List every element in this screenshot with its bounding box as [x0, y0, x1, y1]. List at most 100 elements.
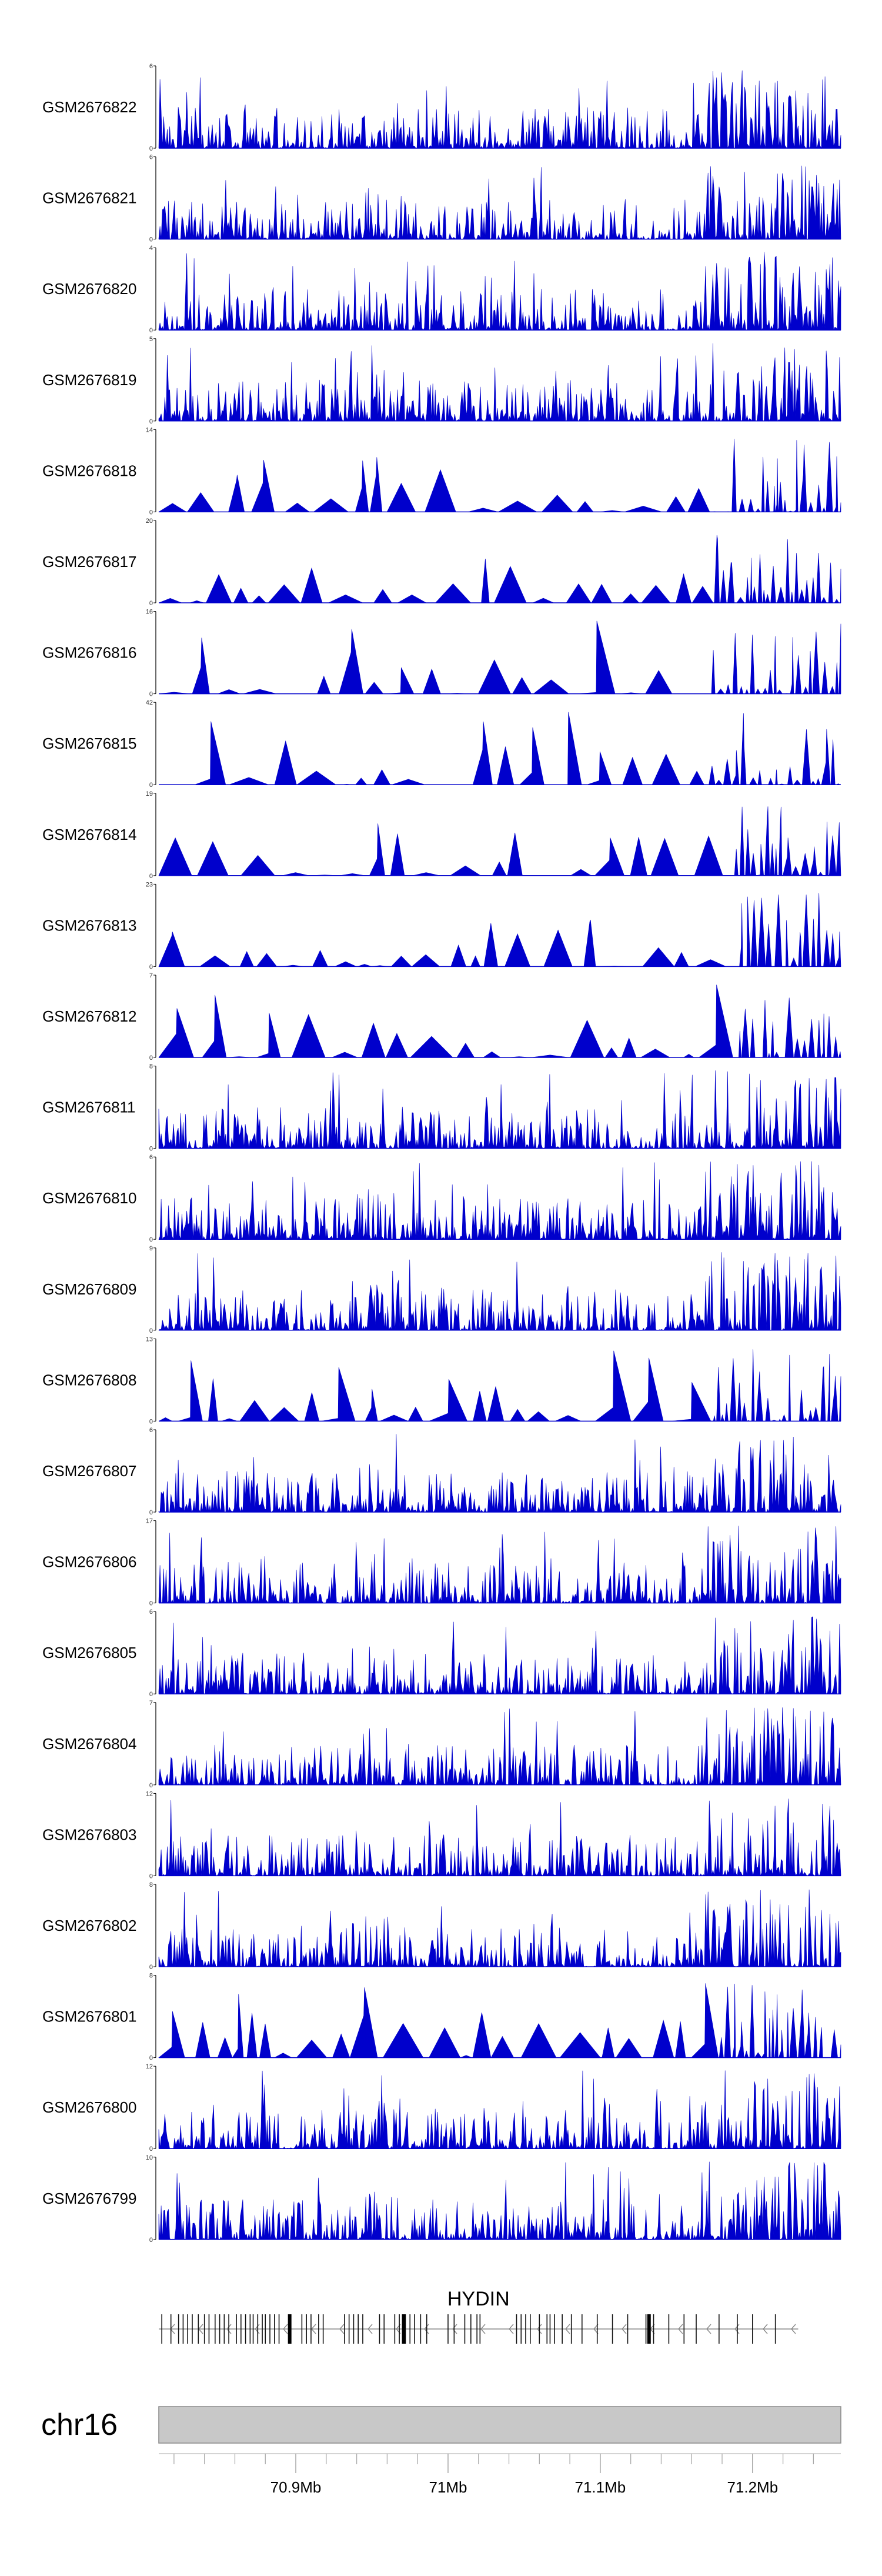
coverage-track: GSM2676811 8 0: [42, 1063, 841, 1153]
y-max-label: 14: [146, 426, 153, 433]
y-max-label: 6: [149, 154, 153, 161]
coverage-track: GSM2676810 6 0: [42, 1154, 841, 1243]
y-min-label: 0: [149, 1418, 153, 1425]
y-max-label: 13: [146, 1336, 153, 1343]
track-label: GSM2676800: [42, 2098, 136, 2116]
genome-axis: chr16 70.9Mb 71Mb 71.1Mb 71.2Mb: [41, 2406, 841, 2496]
coverage-track: GSM2676812 7 0: [42, 972, 841, 1062]
track-label: GSM2676803: [42, 1826, 136, 1843]
y-max-label: 6: [149, 1609, 153, 1616]
coverage-area: [158, 893, 841, 967]
y-max-label: 4: [149, 245, 153, 252]
strand-arrow: [368, 2324, 373, 2334]
y-max-label: 8: [149, 1063, 153, 1070]
y-min-label: 0: [149, 1691, 153, 1698]
coverage-track: GSM2676817 20 0: [42, 518, 841, 607]
y-max-label: 8: [149, 1881, 153, 1888]
y-min-label: 0: [149, 509, 153, 516]
y-max-label: 12: [146, 2063, 153, 2070]
track-label: GSM2676807: [42, 1462, 136, 1480]
strand-arrow: [678, 2324, 683, 2334]
y-max-label: 16: [146, 609, 153, 616]
y-min-label: 0: [149, 782, 153, 789]
y-min-label: 0: [149, 327, 153, 334]
coverage-area: [158, 343, 841, 422]
coverage-tracks: GSM267682260GSM267682160GSM267682040GSM2…: [42, 63, 841, 2244]
strand-arrow: [565, 2324, 570, 2334]
coverage-area: [158, 1349, 841, 1422]
y-min-label: 0: [149, 1964, 153, 1971]
coverage-area: [158, 535, 841, 603]
chromosome-label: chr16: [41, 2408, 118, 2442]
coverage-area: [158, 1161, 841, 1240]
strand-arrow: [763, 2324, 768, 2334]
track-label: GSM2676801: [42, 2008, 136, 2026]
coverage-track: GSM2676821 6 0: [42, 154, 841, 243]
axis-tick-label: 71.1Mb: [575, 2478, 626, 2496]
y-min-label: 0: [149, 1782, 153, 1789]
strand-arrow: [537, 2324, 542, 2334]
y-max-label: 7: [149, 1700, 153, 1707]
coverage-track: GSM2676813 23 0: [42, 881, 841, 970]
strand-arrow: [226, 2324, 232, 2334]
track-label: GSM2676812: [42, 1007, 136, 1025]
strand-arrow: [791, 2324, 796, 2334]
track-label: GSM2676821: [42, 189, 136, 207]
coverage-track: GSM2676808 13 0: [42, 1336, 841, 1425]
coverage-area: [158, 1707, 841, 1786]
coverage-area: [158, 1070, 841, 1149]
y-min-label: 0: [149, 2055, 153, 2062]
track-label: GSM2676804: [42, 1735, 136, 1753]
coverage-track: GSM2676806 17 0: [42, 1518, 841, 1607]
track-label: GSM2676817: [42, 553, 136, 570]
y-max-label: 6: [149, 63, 153, 70]
track-label: GSM2676820: [42, 280, 136, 298]
y-max-label: 6: [149, 1427, 153, 1434]
strand-arrow: [283, 2324, 288, 2334]
coverage-track: GSM2676822 6 0: [42, 63, 841, 152]
strand-arrow: [424, 2324, 429, 2334]
track-label: GSM2676816: [42, 644, 136, 662]
coverage-area: [158, 252, 841, 331]
y-min-label: 0: [149, 873, 153, 880]
coverage-track: GSM2676805 6 0: [42, 1609, 841, 1698]
y-max-label: 7: [149, 972, 153, 979]
track-label: GSM2676810: [42, 1189, 136, 1207]
coverage-area: [158, 1252, 841, 1331]
track-label: GSM2676808: [42, 1371, 136, 1389]
coverage-area: [158, 620, 841, 694]
coverage-area: [158, 806, 841, 876]
y-min-label: 0: [149, 236, 153, 243]
gene-exon-wide: [402, 2314, 406, 2344]
track-label: GSM2676806: [42, 1553, 136, 1571]
coverage-track: GSM2676803 12 0: [42, 1790, 841, 1880]
strand-arrow: [622, 2324, 627, 2334]
track-label: GSM2676802: [42, 1917, 136, 1934]
coverage-area: [158, 1526, 841, 1604]
y-min-label: 0: [149, 145, 153, 152]
gene-exon-wide: [647, 2314, 651, 2344]
y-min-label: 0: [149, 1146, 153, 1153]
coverage-area: [158, 439, 841, 512]
y-max-label: 19: [146, 790, 153, 798]
y-max-label: 10: [146, 2154, 153, 2161]
track-label: GSM2676799: [42, 2190, 136, 2207]
coverage-track: GSM2676815 42 0: [42, 699, 841, 789]
coverage-track: GSM2676820 4 0: [42, 245, 841, 334]
y-min-label: 0: [149, 1873, 153, 1880]
track-label: GSM2676814: [42, 826, 136, 843]
coverage-track: GSM2676802 8 0: [42, 1881, 841, 1971]
y-min-label: 0: [149, 2237, 153, 2244]
strand-arrow: [480, 2324, 486, 2334]
axis-tick-label: 71.2Mb: [727, 2478, 778, 2496]
y-min-label: 0: [149, 2145, 153, 2153]
y-max-label: 12: [146, 1790, 153, 1797]
axis-tick-label: 71Mb: [429, 2478, 467, 2496]
coverage-track: GSM2676818 14 0: [42, 426, 841, 516]
coverage-area: [158, 70, 841, 149]
track-label: GSM2676811: [42, 1099, 136, 1116]
y-max-label: 8: [149, 1973, 153, 1980]
y-min-label: 0: [149, 963, 153, 970]
y-min-label: 0: [149, 1509, 153, 1516]
